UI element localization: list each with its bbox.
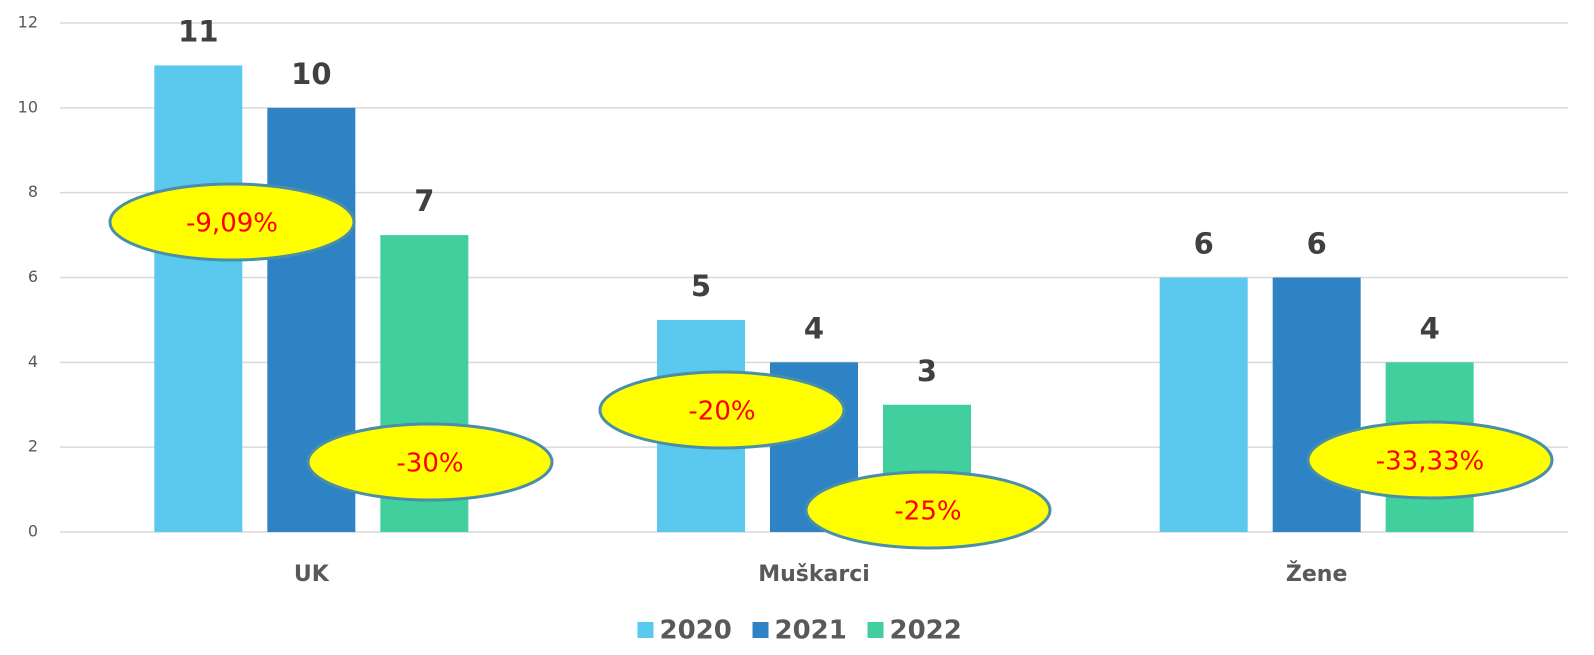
data-label: 7 (414, 184, 434, 218)
data-label: 3 (917, 354, 937, 388)
y-tick-label: 12 (18, 13, 38, 32)
legend-swatch (752, 622, 769, 638)
callout-text: -33,33% (1376, 447, 1485, 477)
bar (1272, 277, 1361, 532)
legend-swatch (637, 622, 654, 638)
legend-swatch (867, 622, 884, 638)
callout (108, 182, 356, 262)
data-label: 4 (804, 311, 824, 345)
legend-label: 2021 (775, 616, 847, 646)
callout (1306, 420, 1554, 500)
callout (306, 422, 554, 502)
x-tick-label: Muškarci (758, 562, 870, 587)
bar (1159, 277, 1248, 532)
y-tick-label: 2 (28, 437, 38, 456)
y-tick-label: 6 (28, 267, 38, 286)
y-tick-label: 4 (28, 352, 38, 371)
y-tick-label: 0 (28, 522, 38, 541)
data-label: 11 (178, 14, 218, 48)
callout-text: -9,09% (186, 209, 278, 239)
data-label: 6 (1307, 227, 1327, 261)
callout-text: -20% (688, 397, 755, 427)
legend-label: 2022 (890, 616, 962, 646)
callout-text: -25% (894, 497, 961, 527)
data-label: 5 (691, 269, 711, 303)
callout (598, 370, 846, 450)
data-label: 4 (1420, 311, 1440, 345)
bar (154, 65, 243, 533)
callout-text: -30% (396, 449, 463, 479)
legend-label: 2020 (660, 616, 732, 646)
callout (804, 470, 1052, 550)
y-tick-label: 8 (28, 182, 38, 201)
y-tick-label: 10 (18, 97, 38, 116)
x-tick-label: UK (294, 562, 330, 587)
data-label: 10 (291, 57, 331, 91)
x-tick-label: Žene (1286, 561, 1347, 587)
data-label: 6 (1194, 227, 1214, 261)
